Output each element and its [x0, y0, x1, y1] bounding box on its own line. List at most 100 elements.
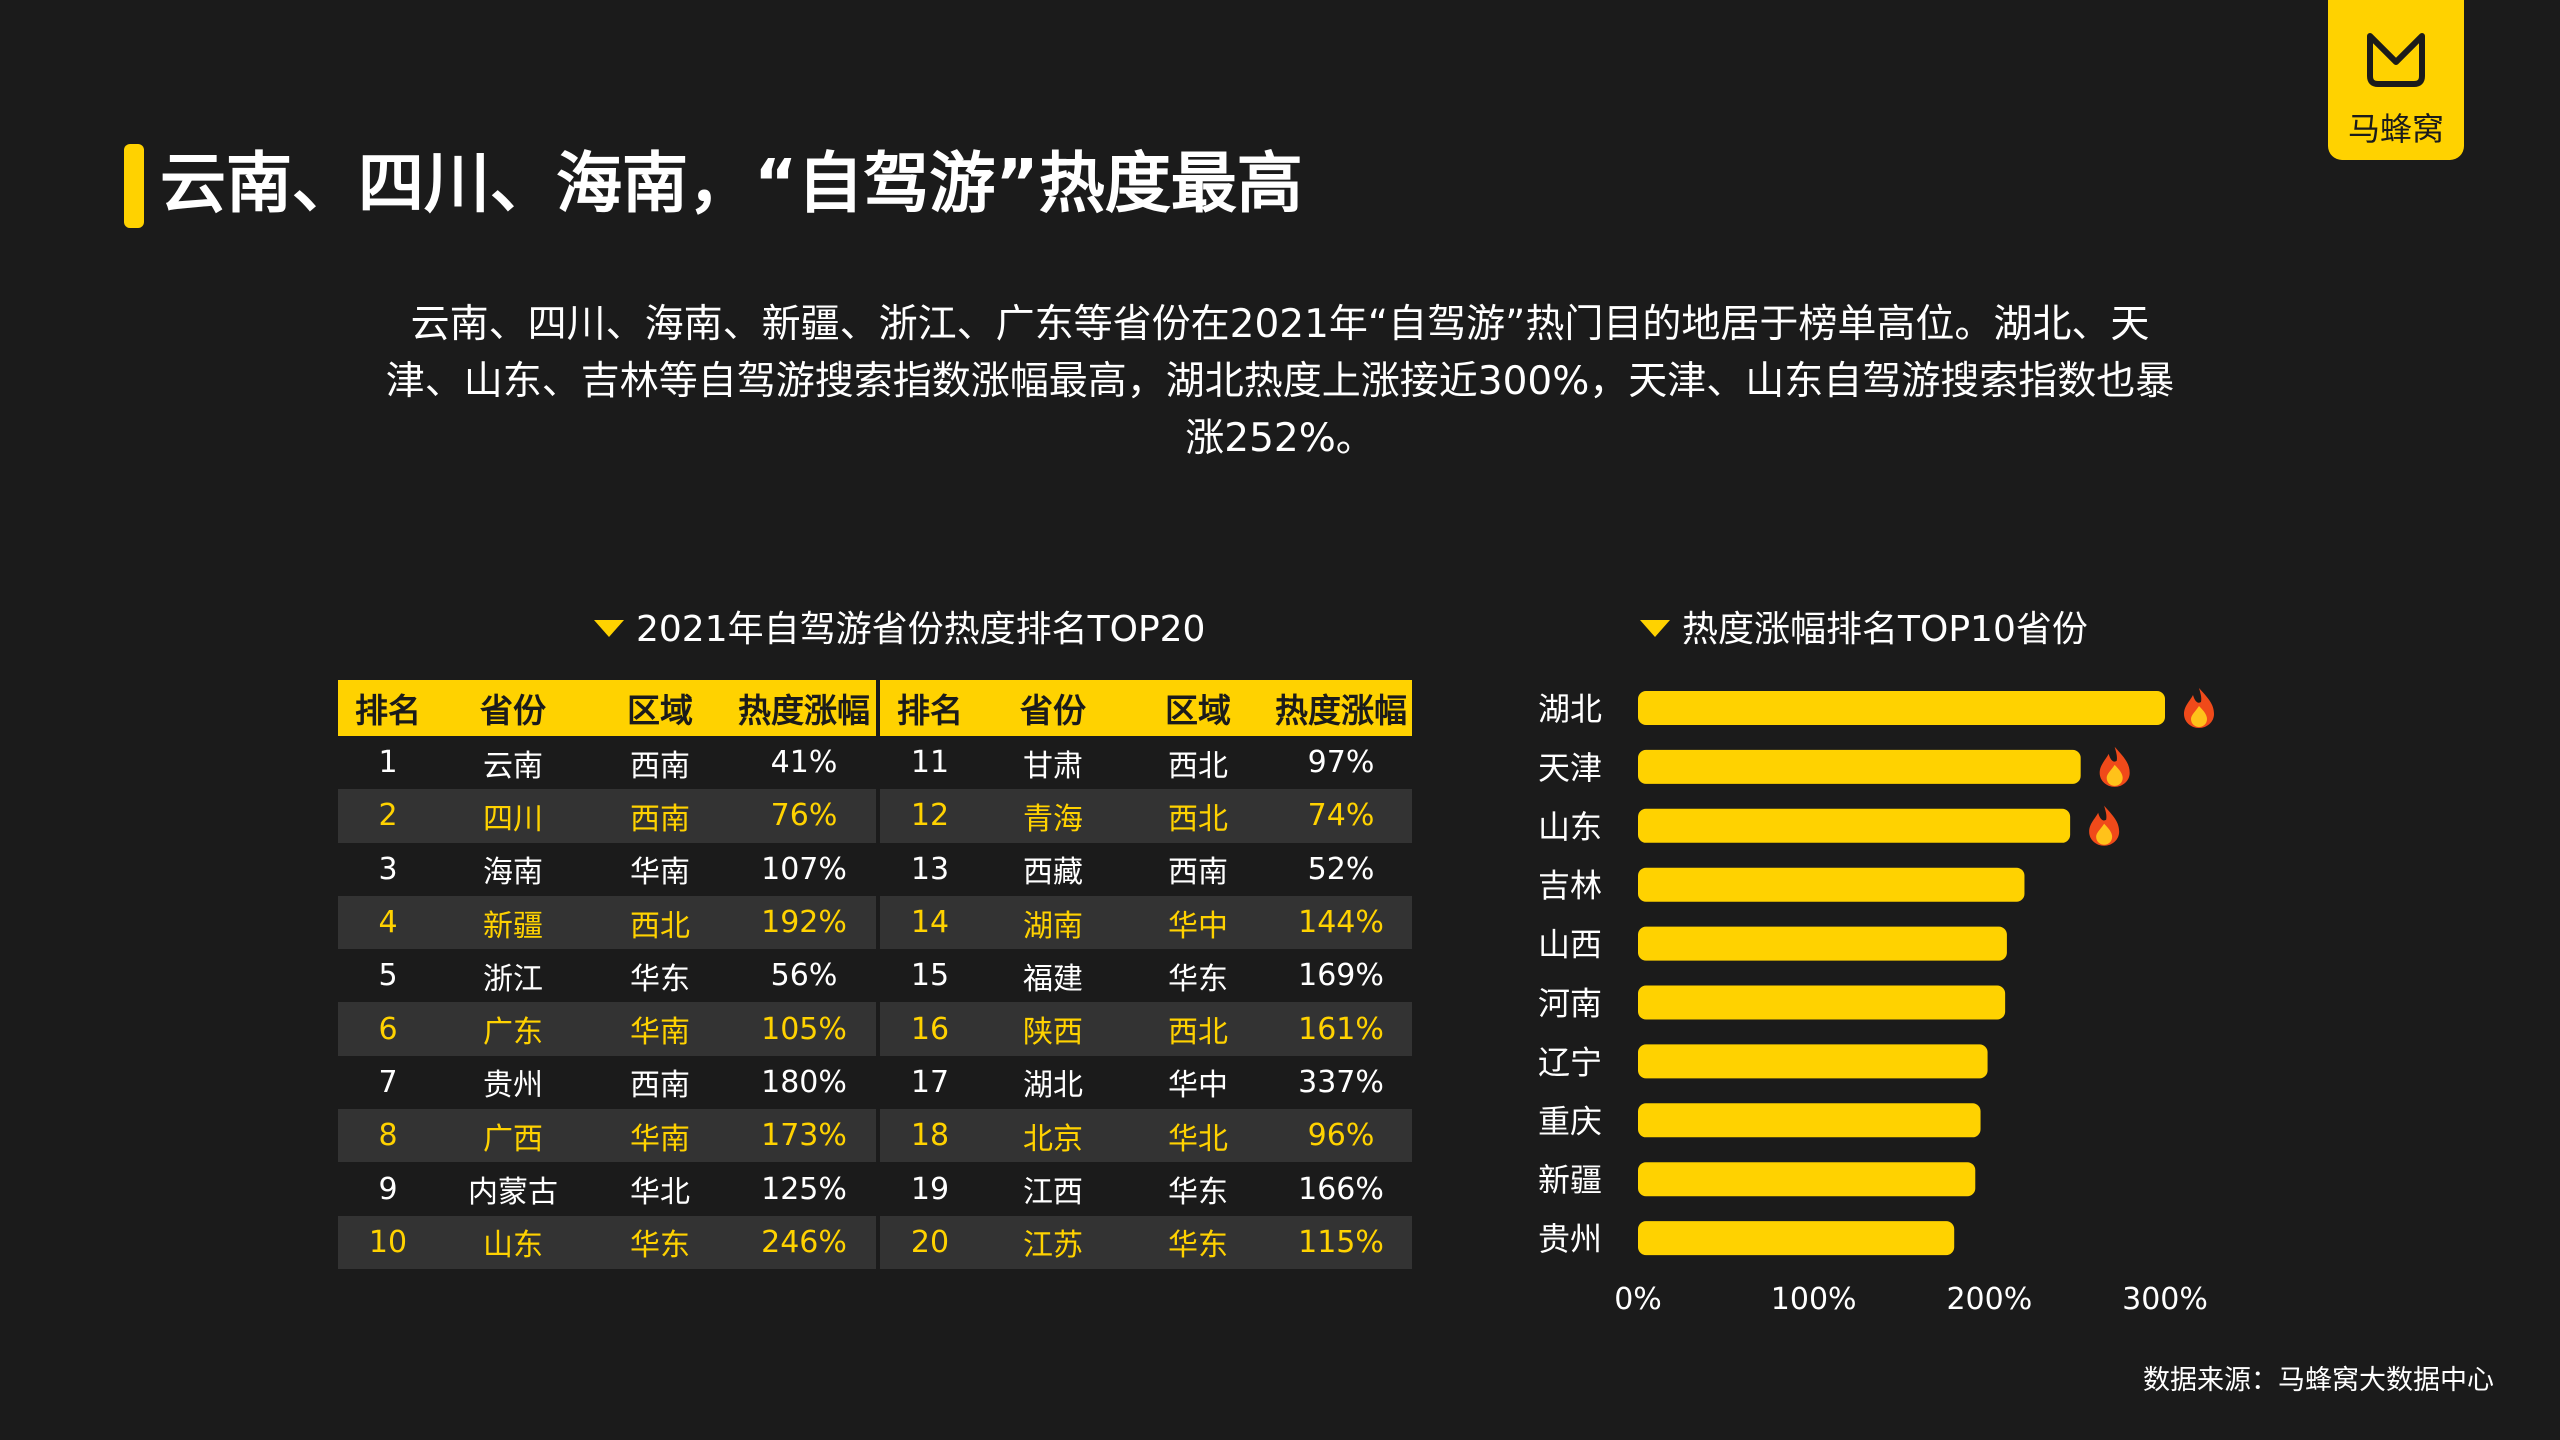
table-cell: 8	[338, 1109, 438, 1163]
logo-text: 马蜂窝	[2347, 110, 2444, 148]
table-row: 7 贵州 西南 180%	[338, 1056, 876, 1109]
bar	[1638, 867, 2025, 902]
table-cell: 125%	[761, 1171, 847, 1207]
table-row: 15 福建 华东 169%	[880, 949, 1412, 1002]
table-cell: 105%	[732, 1002, 876, 1056]
column-header: 区域	[588, 680, 732, 736]
table-cell: 161%	[1270, 1002, 1412, 1056]
table-cell: 江苏	[980, 1215, 1126, 1269]
bar	[1638, 1103, 1981, 1138]
table-cell: 115%	[1270, 1215, 1412, 1269]
table-cell: 西藏	[1023, 855, 1083, 891]
flame-icon	[2184, 688, 2214, 728]
x-tick-label: 0%	[1614, 1282, 1662, 1312]
table-row: 6 广东 华南 105%	[338, 1002, 876, 1056]
bar	[1638, 808, 2071, 843]
table-row: 10 山东 华东 246%	[338, 1215, 876, 1269]
table-cell: 169%	[1298, 958, 1384, 994]
table-cell: 华东	[1168, 961, 1228, 997]
data-source: 数据来源：马蜂窝大数据中心	[2143, 1365, 2494, 1396]
table-cell: 76%	[732, 789, 876, 843]
table-cell: 华南	[630, 855, 690, 891]
table-cell: 华东	[630, 961, 690, 997]
table-cell: 11	[910, 745, 950, 781]
flame-inner	[2191, 706, 2207, 727]
x-tick-label: 300%	[2122, 1282, 2208, 1312]
table-row: 13 西藏 西南 52%	[880, 843, 1412, 896]
table-cell: 陕西	[980, 1002, 1126, 1056]
caret-down-icon	[594, 619, 624, 637]
bar-category-label: 辽宁	[1538, 1043, 1602, 1081]
bar-category-label: 吉林	[1538, 867, 1602, 905]
table-cell: 华中	[1168, 1068, 1228, 1104]
table-row: 16 陕西 西北 161%	[880, 1002, 1412, 1056]
bar	[1638, 1162, 1976, 1197]
mafengwo-m-icon	[2367, 33, 2425, 87]
table-cell: 2	[338, 789, 438, 843]
table-cell: 18	[880, 1109, 980, 1163]
table-row: 19 江西 华东 166%	[880, 1162, 1412, 1215]
chart-section-title-text: 热度涨幅排名TOP10省份	[1682, 609, 2088, 650]
table-row: 18 北京 华北 96%	[880, 1109, 1412, 1163]
table-row: 2 四川 西南 76%	[338, 789, 876, 843]
table-cell: 74%	[1270, 789, 1412, 843]
bar-category-label: 河南	[1538, 985, 1602, 1023]
bar	[1638, 1044, 1988, 1079]
table-row: 9 内蒙古 华北 125%	[338, 1162, 876, 1215]
bar-category-label: 重庆	[1538, 1102, 1602, 1140]
table-cell: 华东	[1126, 1215, 1270, 1269]
table-row: 4 新疆 西北 192%	[338, 895, 876, 950]
table-cell: 广东	[438, 1002, 588, 1056]
flame-inner	[2096, 823, 2113, 845]
column-header: 省份	[980, 680, 1126, 736]
x-tick-label: 200%	[1946, 1282, 2032, 1312]
table-row: 8 广西 华南 173%	[338, 1109, 876, 1163]
table-cell: 14	[880, 895, 980, 950]
ranking-table-right: 排名 省份 区域 热度涨幅 11 甘肃 西北 97% 12 青海 西北 74% 13 西藏 西南 52% 14…	[880, 680, 1412, 1269]
table-cell: 内蒙古	[468, 1175, 558, 1211]
table-cell: 173%	[732, 1109, 876, 1163]
bar	[1638, 749, 2081, 784]
bar-category-label: 山西	[1538, 926, 1602, 964]
table-cell: 新疆	[438, 895, 588, 950]
table-cell: 180%	[761, 1064, 847, 1100]
table-cell: 13	[910, 851, 950, 887]
intro-paragraph: 云南、四川、海南、新疆、浙江、广东等省份在2021年“自驾游”热门目的地居于榜单…	[385, 302, 2175, 461]
table-row: 11 甘肃 西北 97%	[880, 736, 1412, 789]
table-row: 17 湖北 华中 337%	[880, 1056, 1412, 1109]
table-cell: 97%	[1307, 745, 1375, 781]
table-cell: 19	[910, 1171, 950, 1207]
chart-section-title: 热度涨幅排名TOP10省份	[1640, 604, 2088, 656]
table-cell: 107%	[761, 851, 847, 887]
table-cell: 6	[338, 1002, 438, 1056]
table-cell: 15	[910, 958, 950, 994]
title-accent-bar	[124, 144, 144, 228]
table-row: 14 湖南 华中 144%	[880, 895, 1412, 950]
table-cell: 10	[338, 1215, 438, 1269]
table-cell: 湖南	[980, 895, 1126, 950]
bar-category-label: 贵州	[1538, 1220, 1602, 1258]
table-cell: 337%	[1298, 1064, 1384, 1100]
flame-inner	[2106, 764, 2123, 786]
table-cell: 7	[378, 1064, 398, 1100]
bar-category-label: 新疆	[1538, 1161, 1602, 1199]
table-cell: 4	[338, 895, 438, 950]
table-cell: 江西	[1023, 1175, 1083, 1211]
table-section-title: 2021年自驾游省份热度排名TOP20	[594, 604, 1205, 656]
table-cell: 甘肃	[1023, 748, 1083, 784]
table-cell: 52%	[1307, 851, 1375, 887]
column-header: 排名	[338, 680, 438, 736]
table-cell: 华南	[588, 1002, 732, 1056]
table-cell: 西北	[1126, 1002, 1270, 1056]
table-row: 12 青海 西北 74%	[880, 789, 1412, 843]
table-cell: 41%	[770, 745, 838, 781]
table-cell: 华中	[1126, 895, 1270, 950]
table-cell: 56%	[770, 958, 838, 994]
table-cell: 贵州	[483, 1068, 543, 1104]
table-cell: 166%	[1298, 1171, 1384, 1207]
brand-logo: 马蜂窝	[2328, 0, 2464, 160]
caret-down-icon	[1640, 619, 1670, 637]
table-cell: 192%	[732, 895, 876, 950]
flame-icon	[2089, 805, 2120, 846]
table-cell: 华南	[588, 1109, 732, 1163]
